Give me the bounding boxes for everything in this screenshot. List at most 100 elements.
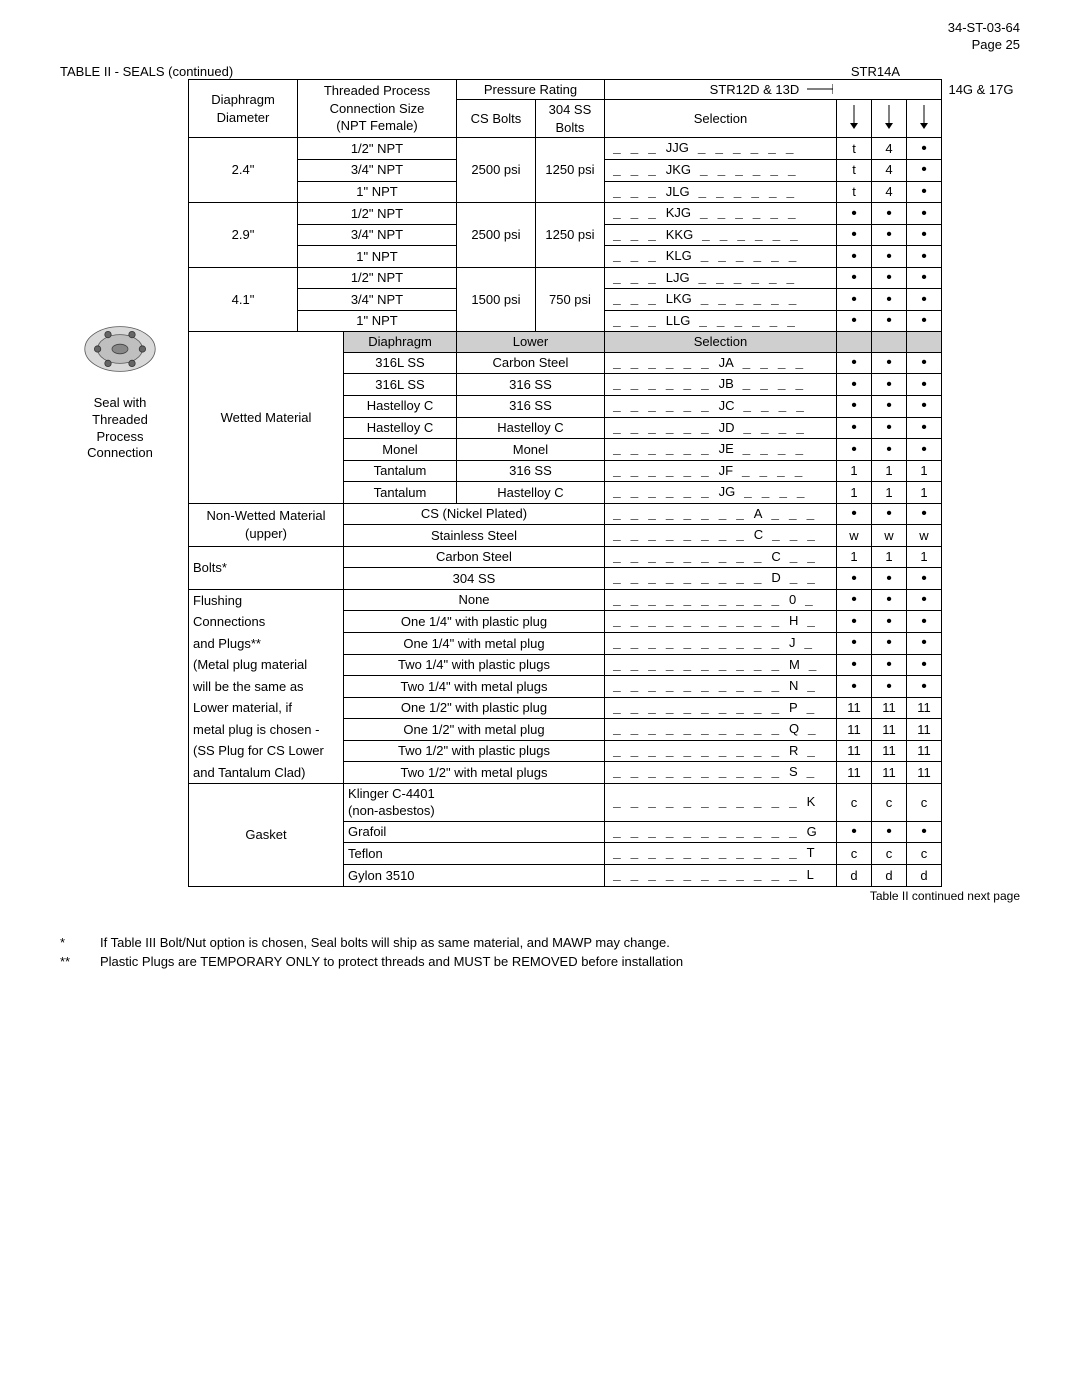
callout-right: 14G & 17G xyxy=(942,79,1021,138)
continued-note: Table II continued next page xyxy=(60,889,1020,903)
diaph-cell: Hastelloy C xyxy=(344,395,457,417)
selection-cell: _ _ _ JLG _ _ _ _ _ _ xyxy=(604,181,836,203)
mat-cell: Teflon xyxy=(344,843,605,865)
selection-cell: _ _ _ LLG _ _ _ _ _ _ xyxy=(604,310,836,332)
bracket-icon xyxy=(807,84,833,94)
mat-cell: Two 1/4" with plastic plugs xyxy=(344,654,605,676)
mark-cell: • xyxy=(872,289,907,311)
selection-cell: _ _ _ _ _ _ _ _ _ _ M _ xyxy=(604,654,836,676)
mark-cell: 1 xyxy=(907,482,942,504)
mark-cell: • xyxy=(837,611,872,633)
mark-cell: • xyxy=(837,821,872,843)
selection-cell: _ _ _ _ _ _ _ _ _ _ S _ xyxy=(604,762,836,784)
mark-cell: • xyxy=(837,246,872,268)
mark-cell: • xyxy=(907,568,942,590)
side-label-line: Process xyxy=(60,429,180,446)
doc-number: 34-ST-03-64 xyxy=(60,20,1020,37)
diameter-cell: 4.1" xyxy=(189,267,298,332)
mark-cell: • xyxy=(837,503,872,525)
diameter-cell: 2.4" xyxy=(189,138,298,203)
mark-cell: • xyxy=(907,267,942,289)
wetted-label: Wetted Material xyxy=(189,332,344,503)
conn-cell: 1/2" NPT xyxy=(298,267,457,289)
mark-cell: • xyxy=(907,503,942,525)
mark-cell: • xyxy=(872,310,907,332)
mark-cell: • xyxy=(907,159,942,181)
selection-cell: _ _ _ _ _ _ _ _ C _ _ _ xyxy=(604,525,836,547)
conn-cell: 3/4" NPT xyxy=(298,289,457,311)
selection-cell: _ _ _ _ _ _ JA _ _ _ _ xyxy=(604,352,836,374)
side-label-line: Threaded xyxy=(60,412,180,429)
conn-cell: 1" NPT xyxy=(298,310,457,332)
mark-cell: 1 xyxy=(837,546,872,568)
diaph-cell: 316L SS xyxy=(344,352,457,374)
lower-cell: 316 SS xyxy=(456,374,604,396)
flush-label: (SS Plug for CS Lower xyxy=(189,740,344,762)
mark-cell: • xyxy=(872,246,907,268)
cs-cell: 1500 psi xyxy=(456,267,535,332)
mark-cell: • xyxy=(872,352,907,374)
selection-cell: _ _ _ _ _ _ _ _ _ _ _ T xyxy=(604,843,836,865)
mark-cell: • xyxy=(872,821,907,843)
diaph-cell: Hastelloy C xyxy=(344,417,457,439)
gasket-label: Gasket xyxy=(189,783,344,886)
mat-cell: Gylon 3510 xyxy=(344,865,605,887)
mark-cell: w xyxy=(837,525,872,547)
mark-cell: 11 xyxy=(837,719,872,741)
selection-cell: _ _ _ _ _ _ _ _ _ _ _ G xyxy=(604,821,836,843)
footnote: ** Plastic Plugs are TEMPORARY ONLY to p… xyxy=(60,954,1020,969)
mark-cell: • xyxy=(837,676,872,698)
mat-cell: Two 1/4" with metal plugs xyxy=(344,676,605,698)
mark-cell: • xyxy=(872,203,907,225)
mark-cell: • xyxy=(872,654,907,676)
mark-cell: • xyxy=(837,654,872,676)
selection-cell: _ _ _ KJG _ _ _ _ _ _ xyxy=(604,203,836,225)
selection-cell: _ _ _ _ _ _ _ _ _ _ J _ xyxy=(604,633,836,655)
flush-label: and Tantalum Clad) xyxy=(189,762,344,784)
selection-cell: _ _ _ _ _ _ _ _ _ _ R _ xyxy=(604,740,836,762)
mark-cell: 11 xyxy=(837,740,872,762)
mark-cell: • xyxy=(907,633,942,655)
subhdr-diaphragm: Diaphragm xyxy=(344,332,457,353)
mark-cell: • xyxy=(907,310,942,332)
mark-cell: 11 xyxy=(872,719,907,741)
ss-cell: 1250 psi xyxy=(535,138,604,203)
mark-cell: 1 xyxy=(837,460,872,482)
selection-cell: _ _ _ _ _ _ _ _ _ C _ _ xyxy=(604,546,836,568)
mark-cell: • xyxy=(837,203,872,225)
mark-cell: d xyxy=(872,865,907,887)
mark-cell: 1 xyxy=(872,460,907,482)
mark-cell: • xyxy=(872,633,907,655)
mark-cell: • xyxy=(907,352,942,374)
mark-cell: • xyxy=(837,568,872,590)
mark-cell: • xyxy=(872,224,907,246)
conn-cell: 3/4" NPT xyxy=(298,224,457,246)
diaph-cell: Tantalum xyxy=(344,482,457,504)
selection-cell: _ _ _ _ _ _ _ _ _ _ 0 _ xyxy=(604,589,836,611)
mark-cell: c xyxy=(872,843,907,865)
mark-cell: • xyxy=(837,589,872,611)
hdr-cs-bolts: CS Bolts xyxy=(456,100,535,138)
mark-cell: 11 xyxy=(907,762,942,784)
lower-cell: Carbon Steel xyxy=(456,352,604,374)
mark-cell: • xyxy=(907,181,942,203)
mark-cell: w xyxy=(907,525,942,547)
mark-cell: 11 xyxy=(872,740,907,762)
mark-cell: c xyxy=(907,843,942,865)
footnote-mark: * xyxy=(60,935,100,950)
lower-cell: Hastelloy C xyxy=(456,417,604,439)
footnote-mark: ** xyxy=(60,954,100,969)
flush-label: Flushing xyxy=(189,589,344,611)
mark-cell: • xyxy=(872,267,907,289)
conn-cell: 1" NPT xyxy=(298,246,457,268)
side-label-line: Connection xyxy=(60,445,180,462)
mark-cell: • xyxy=(907,224,942,246)
mark-cell: • xyxy=(907,395,942,417)
mark-cell: • xyxy=(837,417,872,439)
mark-cell: t xyxy=(837,138,872,160)
mark-cell: 1 xyxy=(907,460,942,482)
mark-cell: • xyxy=(872,417,907,439)
mat-cell: Two 1/2" with metal plugs xyxy=(344,762,605,784)
mark-cell: • xyxy=(837,224,872,246)
mat-cell: None xyxy=(344,589,605,611)
